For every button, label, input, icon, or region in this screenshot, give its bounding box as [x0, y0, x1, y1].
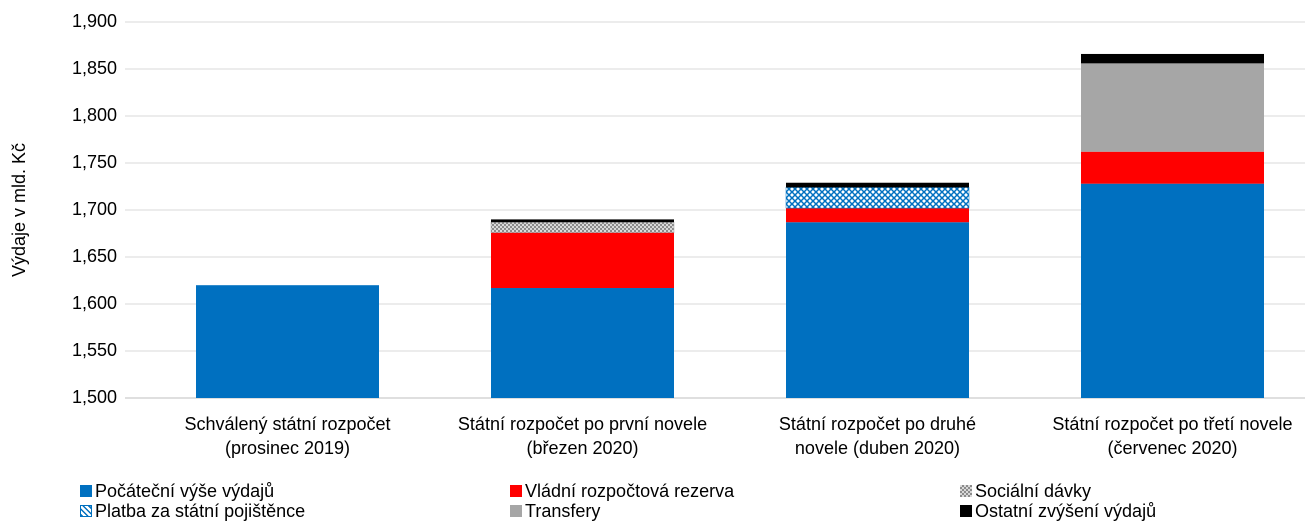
x-tick-label: Státní rozpočet po druhé novele (duben 2…	[778, 414, 977, 458]
bar-segment	[786, 222, 969, 398]
y-tick-label: 1,750	[72, 152, 117, 172]
legend-item: Počáteční výše výdajů	[80, 481, 274, 501]
legend-swatch	[510, 485, 522, 497]
y-tick-label: 1,650	[72, 246, 117, 266]
bar-segment	[1081, 63, 1264, 152]
legend-label: Počáteční výše výdajů	[95, 481, 275, 501]
legend-label: Ostatní zvýšení výdajů	[975, 501, 1157, 521]
bar-segment	[491, 219, 674, 223]
legend-swatch	[80, 485, 92, 497]
legend-label: Platba za státní pojištěnce	[95, 501, 306, 521]
bar-segment	[491, 288, 674, 398]
bar-segment	[491, 232, 674, 289]
x-tick-label: Schválený státní rozpočet (prosinec 2019…	[184, 414, 391, 458]
legend-swatch	[80, 505, 92, 517]
y-tick-label: 1,500	[72, 387, 117, 407]
y-axis-label: Výdaje v mld. Kč	[9, 143, 29, 277]
legend-label: Vládní rozpočtová rezerva	[525, 481, 735, 501]
y-tick-label: 1,900	[72, 11, 117, 31]
bar-segment	[490, 221, 675, 233]
bar-segment	[785, 187, 970, 209]
bar-segment	[196, 285, 379, 398]
legend-swatch	[960, 505, 972, 517]
legend-item: Platba za státní pojištěnce	[80, 501, 305, 521]
y-tick-label: 1,850	[72, 58, 117, 78]
legend-item: Ostatní zvýšení výdajů	[960, 501, 1156, 521]
legend-label: Transfery	[525, 501, 601, 521]
bar-segment	[1081, 183, 1264, 398]
y-tick-label: 1,700	[72, 199, 117, 219]
legend-item: Transfery	[510, 501, 600, 521]
x-tick-label: Státní rozpočet po první novele (březen …	[457, 414, 708, 458]
x-tick-label: Státní rozpočet po třetí novele (červene…	[1052, 414, 1293, 458]
bar-segment	[786, 208, 969, 223]
y-tick-label: 1,800	[72, 105, 117, 125]
y-tick-label: 1,600	[72, 293, 117, 313]
legend-label: Sociální dávky	[975, 481, 1092, 501]
legend-swatch	[510, 505, 522, 517]
legend-item: Sociální dávky	[960, 481, 1091, 501]
legend-swatch	[960, 485, 972, 497]
bar-segment	[786, 182, 969, 188]
bar-segment	[1081, 151, 1264, 184]
bar-segment	[1081, 53, 1264, 64]
legend-item: Vládní rozpočtová rezerva	[510, 481, 734, 501]
y-tick-label: 1,550	[72, 340, 117, 360]
